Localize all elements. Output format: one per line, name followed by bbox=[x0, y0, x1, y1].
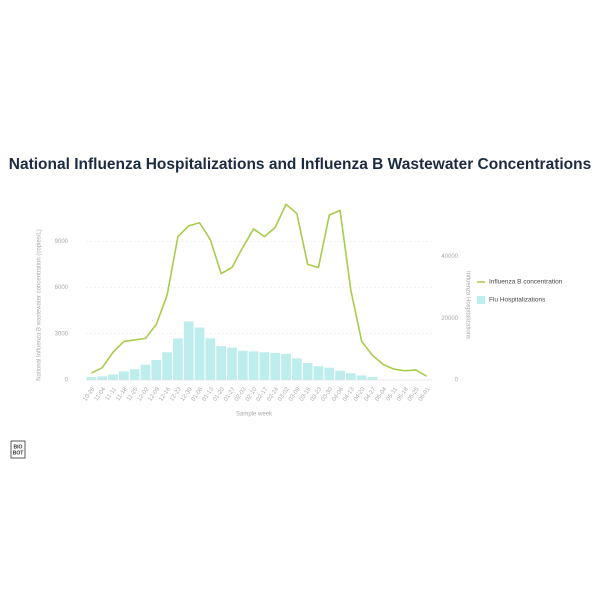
bar bbox=[237, 350, 248, 380]
y2-axis-label: Influenza Hospitalizations bbox=[464, 271, 470, 339]
y2-tick-label: 40000 bbox=[441, 254, 458, 260]
bar bbox=[97, 376, 108, 380]
bar bbox=[140, 364, 151, 380]
chart-title: National Influenza Hospitalizations and … bbox=[9, 156, 591, 173]
logo-box bbox=[10, 440, 26, 459]
legend-label: Influenza B concentration bbox=[489, 279, 563, 286]
bar bbox=[216, 346, 227, 380]
y-tick-label: 6000 bbox=[55, 285, 69, 291]
bar bbox=[335, 370, 345, 380]
bar bbox=[248, 351, 259, 380]
bar bbox=[302, 363, 313, 380]
y-tick-label: 9000 bbox=[55, 239, 69, 245]
bar bbox=[86, 376, 97, 380]
bar bbox=[324, 367, 335, 380]
y-tick-label: 0 bbox=[65, 378, 69, 384]
bar bbox=[281, 353, 291, 380]
bar bbox=[367, 376, 378, 380]
bar bbox=[270, 352, 281, 380]
y2-tick-label: 0 bbox=[455, 378, 459, 384]
logo-text: BIO bbox=[14, 444, 23, 450]
bar bbox=[227, 347, 237, 380]
bar bbox=[259, 352, 270, 380]
x-tick-label: 06-01 bbox=[418, 386, 432, 403]
bar bbox=[291, 358, 302, 380]
bar bbox=[205, 338, 216, 380]
bar bbox=[194, 327, 205, 380]
bar bbox=[313, 366, 324, 380]
y-tick-label: 3000 bbox=[55, 331, 69, 337]
bar bbox=[129, 369, 140, 380]
bar bbox=[183, 321, 194, 380]
bar bbox=[356, 375, 367, 380]
legend-swatch bbox=[477, 296, 485, 304]
y2-tick-label: 20000 bbox=[441, 316, 458, 322]
legend-label: Flu Hospitalizations bbox=[489, 297, 546, 304]
bar bbox=[173, 338, 183, 380]
bar bbox=[151, 359, 162, 380]
logo-text: BOT bbox=[13, 450, 24, 456]
bar bbox=[118, 371, 129, 380]
bar bbox=[346, 373, 356, 380]
line bbox=[91, 203, 427, 377]
y-axis-label: National Influenza B wastewater concentr… bbox=[37, 229, 43, 380]
bar bbox=[162, 352, 172, 380]
x-axis-label: Sample week bbox=[236, 412, 273, 418]
bar bbox=[108, 374, 118, 380]
